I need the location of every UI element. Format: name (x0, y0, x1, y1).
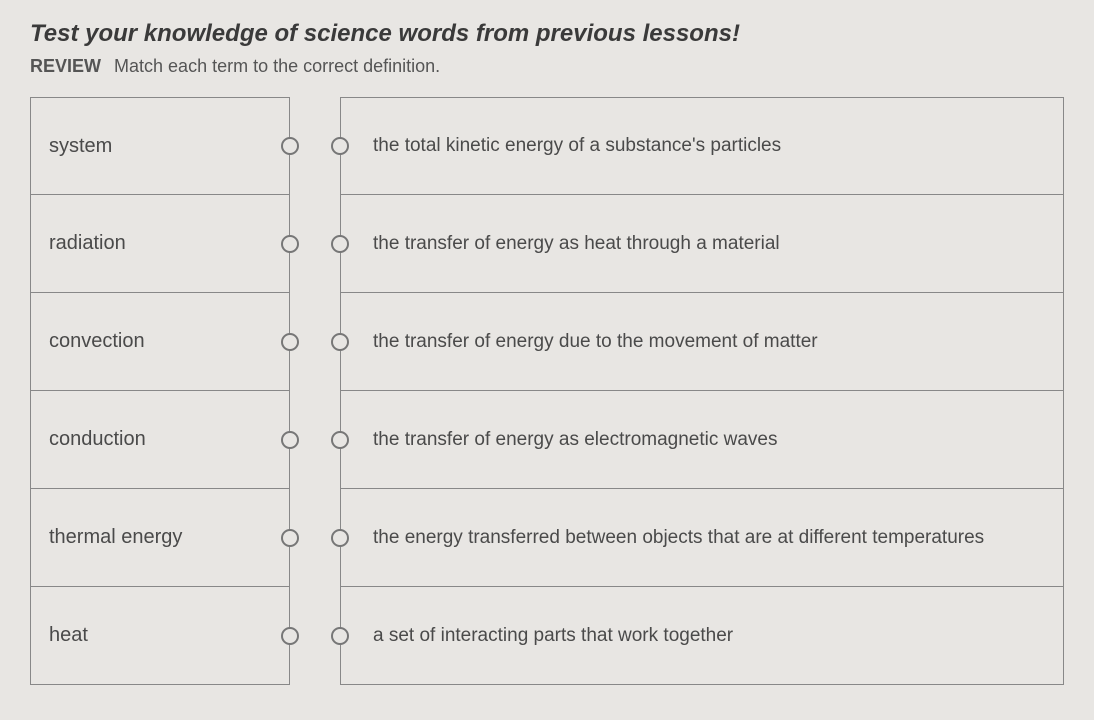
connector-circle-icon[interactable] (281, 137, 299, 155)
connector-circle-icon[interactable] (331, 333, 349, 351)
definition-item[interactable]: the transfer of energy as electromagneti… (340, 391, 1064, 489)
definition-text: the energy transferred between objects t… (351, 527, 1045, 549)
connector-circle-icon[interactable] (281, 627, 299, 645)
review-instruction: REVIEW Match each term to the correct de… (30, 56, 1064, 77)
page-title: Test your knowledge of science words fro… (30, 20, 1064, 48)
term-item[interactable]: heat (30, 587, 290, 685)
definition-item[interactable]: the transfer of energy as heat through a… (340, 195, 1064, 293)
term-label: conduction (49, 428, 279, 451)
definition-item[interactable]: a set of interacting parts that work tog… (340, 587, 1064, 685)
term-label: radiation (49, 232, 279, 255)
definition-item[interactable]: the total kinetic energy of a substance'… (340, 97, 1064, 195)
matching-container: system radiation convection conduction t… (30, 97, 1064, 685)
definition-text: a set of interacting parts that work tog… (351, 625, 1045, 647)
term-label: heat (49, 624, 279, 647)
terms-column: system radiation convection conduction t… (30, 97, 290, 685)
connector-circle-icon[interactable] (281, 235, 299, 253)
connector-circle-icon[interactable] (281, 333, 299, 351)
connector-circle-icon[interactable] (331, 529, 349, 547)
review-label: REVIEW (30, 56, 101, 76)
connector-circle-icon[interactable] (331, 137, 349, 155)
connector-circle-icon[interactable] (331, 431, 349, 449)
connector-circle-icon[interactable] (281, 529, 299, 547)
definition-text: the transfer of energy as electromagneti… (351, 429, 1045, 451)
term-item[interactable]: convection (30, 293, 290, 391)
instruction-text: Match each term to the correct definitio… (114, 56, 440, 76)
definition-text: the transfer of energy as heat through a… (351, 233, 1045, 255)
definitions-column: the total kinetic energy of a substance'… (340, 97, 1064, 685)
term-item[interactable]: radiation (30, 195, 290, 293)
definition-text: the total kinetic energy of a substance'… (351, 135, 1045, 157)
connector-circle-icon[interactable] (281, 431, 299, 449)
term-label: system (49, 135, 279, 158)
term-label: convection (49, 330, 279, 353)
definition-text: the transfer of energy due to the moveme… (351, 331, 1045, 353)
term-item[interactable]: thermal energy (30, 489, 290, 587)
term-item[interactable]: system (30, 97, 290, 195)
term-item[interactable]: conduction (30, 391, 290, 489)
term-label: thermal energy (49, 526, 279, 549)
connector-circle-icon[interactable] (331, 627, 349, 645)
definition-item[interactable]: the energy transferred between objects t… (340, 489, 1064, 587)
definition-item[interactable]: the transfer of energy due to the moveme… (340, 293, 1064, 391)
connector-circle-icon[interactable] (331, 235, 349, 253)
